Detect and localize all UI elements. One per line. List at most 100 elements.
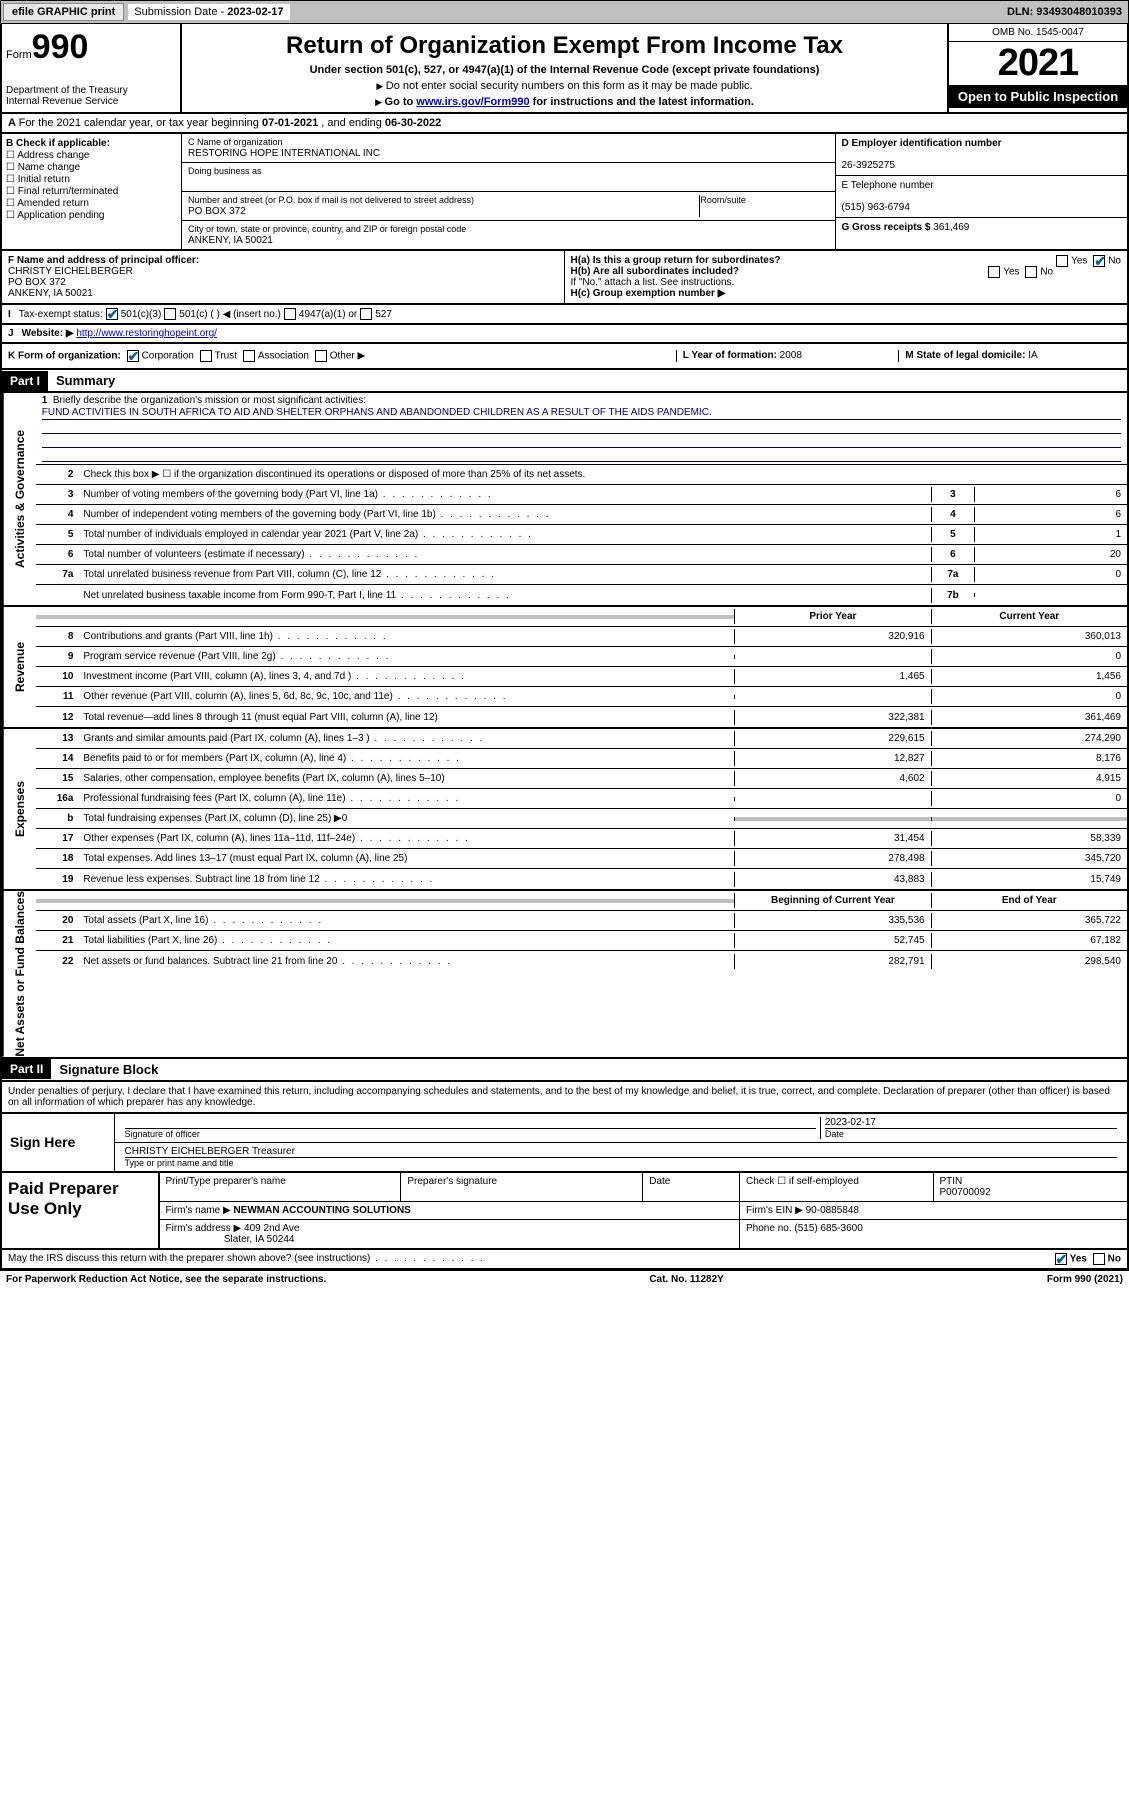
section-deg: D Employer identification number 26-39252… bbox=[835, 134, 1128, 249]
section-k: K Form of organization: Corporation Trus… bbox=[8, 350, 676, 362]
line-16a: 16aProfessional fundraising fees (Part I… bbox=[36, 789, 1127, 809]
d-lbl: D Employer identification number bbox=[842, 138, 1002, 149]
firm-phone: (515) 685-3600 bbox=[794, 1223, 862, 1234]
chk-assoc[interactable] bbox=[243, 350, 255, 362]
form-number: Form990 bbox=[6, 28, 176, 67]
section-c: C Name of organizationRESTORING HOPE INT… bbox=[182, 134, 835, 249]
line-6: 6Total number of volunteers (estimate if… bbox=[36, 545, 1127, 565]
website-link[interactable]: http://www.restoringhopeint.org/ bbox=[76, 328, 217, 339]
chk-name[interactable]: ☐ Name change bbox=[6, 162, 177, 173]
side-revenue: Revenue bbox=[2, 607, 36, 727]
chk-trust[interactable] bbox=[200, 350, 212, 362]
may-no[interactable] bbox=[1093, 1253, 1105, 1265]
irs-link[interactable]: www.irs.gov/Form990 bbox=[416, 96, 529, 108]
ha-no[interactable] bbox=[1093, 255, 1105, 267]
paid-preparer: Paid Preparer Use Only Print/Type prepar… bbox=[0, 1173, 1129, 1250]
dept-treasury: Department of the TreasuryInternal Reven… bbox=[6, 85, 176, 107]
paid-label: Paid Preparer Use Only bbox=[2, 1173, 160, 1248]
row-i: I Tax-exempt status: 501(c)(3) 501(c) ( … bbox=[0, 305, 1129, 325]
part2-header: Part II Signature Block bbox=[0, 1059, 1129, 1082]
room-lbl: Room/suite bbox=[700, 195, 746, 205]
firm-name: NEWMAN ACCOUNTING SOLUTIONS bbox=[233, 1205, 410, 1216]
section-h: H(a) Is this a group return for subordin… bbox=[565, 251, 1128, 303]
firm-addr: 409 2nd Ave bbox=[244, 1223, 299, 1234]
chk-final[interactable]: ☐ Final return/terminated bbox=[6, 186, 177, 197]
top-bar: efile GRAPHIC print Submission Date - 20… bbox=[0, 0, 1129, 24]
g-lbl: G Gross receipts $ bbox=[842, 222, 934, 233]
line-8: 8Contributions and grants (Part VIII, li… bbox=[36, 627, 1127, 647]
org-city: ANKENY, IA 50021 bbox=[188, 235, 273, 246]
block-bcdeg: B Check if applicable: ☐ Address change … bbox=[0, 134, 1129, 251]
sig-date: 2023-02-17 bbox=[825, 1117, 876, 1128]
side-expenses: Expenses bbox=[2, 729, 36, 889]
may-discuss: May the IRS discuss this return with the… bbox=[0, 1250, 1129, 1270]
section-m: M State of legal domicile: IA bbox=[898, 350, 1121, 362]
note-link: Go to www.irs.gov/Form990 for instructio… bbox=[186, 96, 943, 108]
submission-date: Submission Date - 2023-02-17 bbox=[128, 4, 289, 20]
paid-row3: Firm's address ▶ 409 2nd Ave Slater, IA … bbox=[160, 1220, 1128, 1248]
j-lbl: Website: ▶ bbox=[22, 328, 74, 339]
line-18: 18Total expenses. Add lines 13–17 (must … bbox=[36, 849, 1127, 869]
hb-text: H(b) Are all subordinates included? bbox=[571, 266, 740, 277]
hb-no[interactable] bbox=[1025, 266, 1037, 278]
section-b: B Check if applicable: ☐ Address change … bbox=[2, 134, 182, 249]
chk-4947[interactable] bbox=[284, 308, 296, 320]
row-klm: K Form of organization: Corporation Trus… bbox=[0, 344, 1129, 370]
dln: DLN: 93493048010393 bbox=[1001, 4, 1128, 20]
chk-corp[interactable] bbox=[127, 350, 139, 362]
officer-addr2: ANKENY, IA 50021 bbox=[8, 288, 93, 299]
line-7b: Net unrelated business taxable income fr… bbox=[36, 585, 1127, 605]
city-lbl: City or town, state or province, country… bbox=[188, 224, 466, 234]
chk-other[interactable] bbox=[315, 350, 327, 362]
omb-number: OMB No. 1545-0047 bbox=[949, 24, 1127, 42]
ha-text: H(a) Is this a group return for subordin… bbox=[571, 255, 781, 266]
summary-gov: Activities & Governance 1 Briefly descri… bbox=[0, 393, 1129, 607]
ha-yes[interactable] bbox=[1056, 255, 1068, 267]
c-name-lbl: C Name of organization bbox=[188, 137, 283, 147]
efile-btn[interactable]: efile GRAPHIC print bbox=[3, 3, 124, 21]
hb-note: If "No," attach a list. See instructions… bbox=[571, 277, 1122, 288]
firm-ein: 90-0885848 bbox=[806, 1205, 859, 1216]
sign-here-label: Sign Here bbox=[2, 1114, 115, 1171]
chk-pending[interactable]: ☐ Application pending bbox=[6, 210, 177, 221]
side-activities: Activities & Governance bbox=[2, 393, 36, 605]
part1-header: Part I Summary bbox=[0, 370, 1129, 393]
foot-right: Form 990 (2021) bbox=[1047, 1274, 1123, 1285]
line-4: 4Number of independent voting members of… bbox=[36, 505, 1127, 525]
may-yes[interactable] bbox=[1055, 1253, 1067, 1265]
line-3: 3Number of voting members of the governi… bbox=[36, 485, 1127, 505]
footer: For Paperwork Reduction Act Notice, see … bbox=[0, 1270, 1129, 1288]
sig-officer-lbl: Signature of officer bbox=[125, 1128, 816, 1139]
chk-address[interactable]: ☐ Address change bbox=[6, 150, 177, 161]
rev-cols: Prior YearCurrent Year bbox=[36, 607, 1127, 627]
org-addr: PO BOX 372 bbox=[188, 206, 246, 217]
note-ssn: Do not enter social security numbers on … bbox=[186, 80, 943, 92]
form-header: Form990 Department of the TreasuryIntern… bbox=[0, 24, 1129, 114]
line-2: 2Check this box ▶ ☐ if the organization … bbox=[36, 465, 1127, 485]
e-lbl: E Telephone number bbox=[842, 180, 934, 191]
chk-501c[interactable] bbox=[164, 308, 176, 320]
line-1: 1 Briefly describe the organization's mi… bbox=[36, 393, 1127, 465]
summary-exp: Expenses 13Grants and similar amounts pa… bbox=[0, 729, 1129, 891]
paid-row2: Firm's name ▶ NEWMAN ACCOUNTING SOLUTION… bbox=[160, 1202, 1128, 1220]
dba-lbl: Doing business as bbox=[188, 166, 262, 176]
ein: 26-3925275 bbox=[842, 160, 895, 171]
summary-rev: Revenue Prior YearCurrent Year 8Contribu… bbox=[0, 607, 1129, 729]
row-a: A For the 2021 calendar year, or tax yea… bbox=[0, 114, 1129, 134]
line-13: 13Grants and similar amounts paid (Part … bbox=[36, 729, 1127, 749]
summary-net: Net Assets or Fund Balances Beginning of… bbox=[0, 891, 1129, 1059]
row-j: J Website: ▶ http://www.restoringhopeint… bbox=[0, 325, 1129, 344]
line-14: 14Benefits paid to or for members (Part … bbox=[36, 749, 1127, 769]
line-11: 11Other revenue (Part VIII, column (A), … bbox=[36, 687, 1127, 707]
paid-row1: Print/Type preparer's name Preparer's si… bbox=[160, 1173, 1128, 1202]
org-name: RESTORING HOPE INTERNATIONAL INC bbox=[188, 148, 380, 159]
hb-yes[interactable] bbox=[988, 266, 1000, 278]
net-cols: Beginning of Current YearEnd of Year bbox=[36, 891, 1127, 911]
chk-initial[interactable]: ☐ Initial return bbox=[6, 174, 177, 185]
gross-receipts: 361,469 bbox=[933, 222, 969, 233]
phone: (515) 963-6794 bbox=[842, 202, 910, 213]
chk-amended[interactable]: ☐ Amended return bbox=[6, 198, 177, 209]
chk-527[interactable] bbox=[360, 308, 372, 320]
chk-501c3[interactable] bbox=[106, 308, 118, 320]
line-7a: 7aTotal unrelated business revenue from … bbox=[36, 565, 1127, 585]
